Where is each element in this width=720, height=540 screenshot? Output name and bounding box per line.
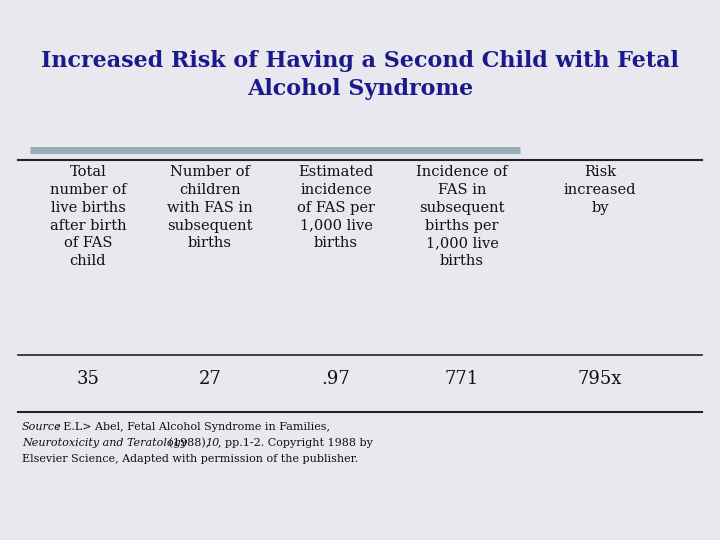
- Text: 771: 771: [445, 370, 479, 388]
- Text: Risk
increased
by: Risk increased by: [564, 165, 636, 215]
- Text: (1988),: (1988),: [165, 438, 212, 448]
- Text: Incidence of
FAS in
subsequent
births per
1,000 live
births: Incidence of FAS in subsequent births pe…: [416, 165, 508, 268]
- Text: : E.L> Abel, Fetal Alcohol Syndrome in Families,: : E.L> Abel, Fetal Alcohol Syndrome in F…: [56, 422, 330, 432]
- Text: 795x: 795x: [578, 370, 622, 388]
- Text: , pp.1-2. Copyright 1988 by: , pp.1-2. Copyright 1988 by: [218, 438, 373, 448]
- Text: Total
number of
live births
after birth
of FAS
child: Total number of live births after birth …: [50, 165, 126, 268]
- Text: Increased Risk of Having a Second Child with Fetal
Alcohol Syndrome: Increased Risk of Having a Second Child …: [41, 50, 679, 100]
- Text: 35: 35: [76, 370, 99, 388]
- Text: Neurotoxicity and Teratology: Neurotoxicity and Teratology: [22, 438, 187, 448]
- Text: Estimated
incidence
of FAS per
1,000 live
births: Estimated incidence of FAS per 1,000 liv…: [297, 165, 375, 251]
- Text: .97: .97: [322, 370, 351, 388]
- Text: Elsevier Science, Adapted with permission of the publisher.: Elsevier Science, Adapted with permissio…: [22, 454, 359, 464]
- Text: Number of
children
with FAS in
subsequent
births: Number of children with FAS in subsequen…: [167, 165, 253, 251]
- Text: 27: 27: [199, 370, 221, 388]
- Text: Source: Source: [22, 422, 62, 432]
- Text: 10: 10: [205, 438, 220, 448]
